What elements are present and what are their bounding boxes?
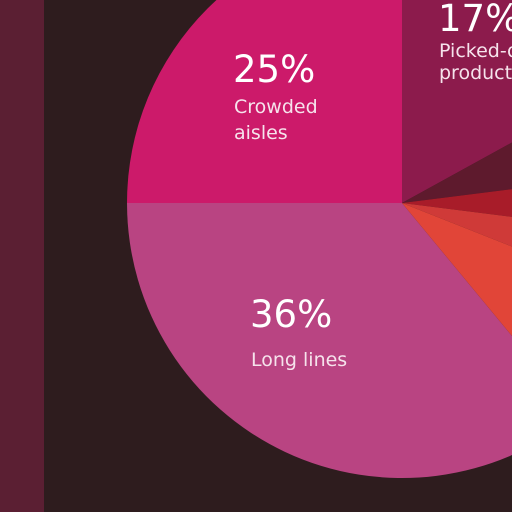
pie-slice-unlabeled-3 bbox=[402, 142, 512, 203]
pie-slice-crowded-aisles bbox=[127, 0, 402, 203]
slice-description-label: Picked-o bbox=[439, 40, 512, 62]
pie-slices bbox=[127, 0, 512, 478]
slice-percent-label: 36% bbox=[250, 293, 332, 336]
slice-percent-label: 17% bbox=[438, 0, 512, 40]
left-color-band bbox=[0, 0, 44, 512]
slice-description-label: Long lines bbox=[251, 349, 347, 371]
pie-slice-unlabeled-6 bbox=[402, 203, 512, 336]
slice-percent-label: 25% bbox=[233, 48, 315, 91]
pie-slice-picked-over-products bbox=[402, 0, 512, 203]
slice-description-label: product bbox=[439, 62, 512, 84]
slice-description-label: aisles bbox=[234, 122, 288, 144]
pie-slice-unlabeled-4 bbox=[402, 189, 512, 217]
slice-description-label: Crowded bbox=[234, 96, 318, 118]
pie-labels: 36% Long lines 25% Crowded aisles 17%Picked-o… bbox=[233, 0, 512, 371]
pie-slice-long-lines bbox=[127, 203, 512, 478]
